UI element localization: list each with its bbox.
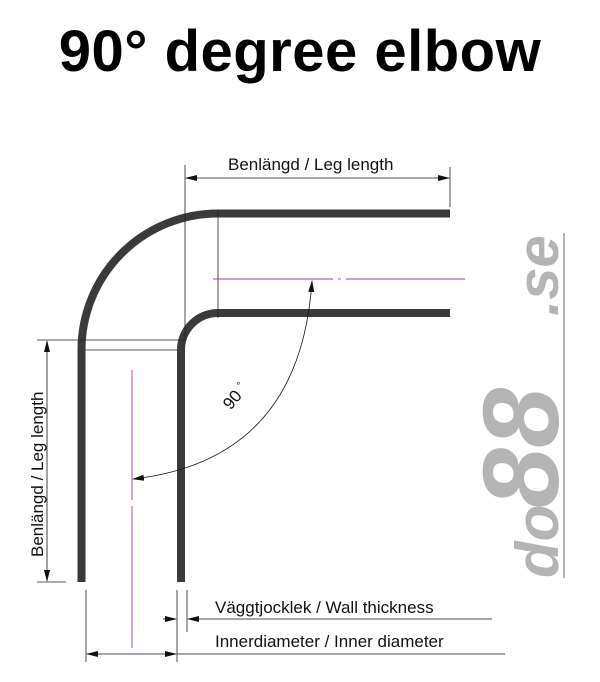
outer-wall [77, 209, 450, 582]
do88-logo: do 88 .se [460, 233, 581, 578]
page-title: 90° degree elbow [58, 19, 542, 84]
angle-unit: ° [235, 380, 246, 390]
elbow-tube [77, 209, 450, 582]
logo-text-se: .se [506, 235, 571, 316]
leg-length-side-label: Benlängd / Leg length [28, 392, 47, 557]
logo-text-88: 88 [460, 388, 581, 508]
inner-diameter-label: Innerdiameter / Inner diameter [215, 632, 444, 651]
angle-value: 90 [219, 387, 246, 414]
leg-length-top-label: Benlängd / Leg length [228, 155, 393, 174]
logo-text-do: do [504, 505, 571, 578]
centerlines [131, 278, 465, 648]
angle-arc [132, 280, 315, 481]
wall-thickness-label: Väggtjocklek / Wall thickness [215, 598, 434, 617]
angle-label: 90 ° [219, 380, 246, 414]
construction-lines [37, 165, 451, 662]
inner-wall [177, 309, 450, 582]
